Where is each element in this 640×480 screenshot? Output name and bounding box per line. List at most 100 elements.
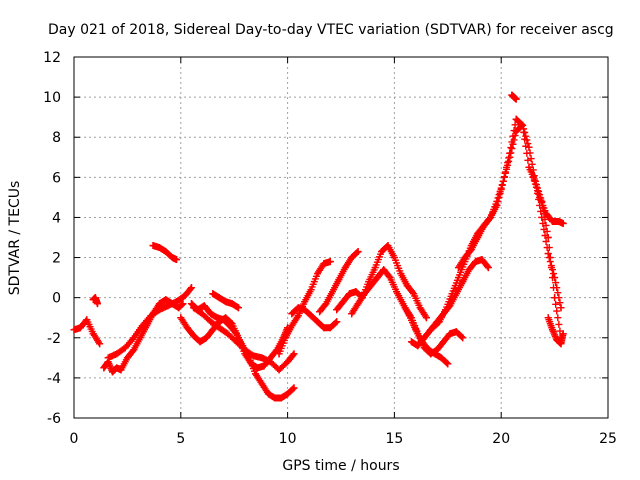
data-point [301,306,309,314]
data-point [147,312,155,320]
data-point [275,350,283,358]
data-series-arc-h [190,304,298,374]
data-point [354,300,362,308]
data-point [557,304,565,312]
data-point [525,143,533,151]
data-point [284,358,292,366]
data-point [410,290,418,298]
data-point [386,274,394,282]
data-series-arc-c [100,296,187,376]
data-series-arc-b [89,294,101,308]
data-point [130,334,138,342]
data-point [226,322,234,330]
data-point [440,338,448,346]
data-point [525,163,533,171]
data-point [548,326,556,334]
data-point [175,304,183,312]
data-point [228,300,236,308]
data-point [284,390,292,398]
y-axis-label: SDTVAR / TECUs [7,181,23,296]
data-point-markers [100,296,187,376]
data-point [209,290,217,298]
data-point [446,330,454,338]
data-point [241,346,249,354]
data-point [249,352,257,360]
data-point [320,324,328,332]
data-point [435,318,443,326]
y-tick-label: 12 [43,50,61,66]
data-series-arc-s [508,91,520,103]
data-point [294,312,302,320]
plot-frame [73,56,609,419]
data-point [213,314,221,322]
data-point [96,340,104,348]
y-tick-label: 8 [52,130,61,146]
data-series-arc-l [316,248,362,316]
data-point [168,254,176,262]
data-point [314,318,322,326]
data-point [474,234,482,241]
data-point [190,304,198,312]
data-point [416,304,424,312]
data-point [454,274,462,282]
data-point [429,324,437,332]
data-point [444,360,452,368]
data-point [403,282,411,290]
x-tick-label: 0 [70,431,79,447]
y-tick-label: 6 [52,170,61,186]
data-point [222,298,230,306]
data-point [267,358,275,366]
data-point [459,334,467,342]
data-point [162,296,170,304]
data-point [198,310,206,318]
data-point [301,298,309,306]
data-point [307,286,315,294]
data-point [288,310,296,318]
data-point [433,346,441,354]
data-series-arc-k [288,304,341,332]
data-point [76,324,84,332]
data-point [519,121,527,129]
grid-lines [74,57,608,418]
data-point [384,242,392,250]
y-tick-label: 10 [43,90,61,106]
data-point [264,390,272,398]
data-point [307,312,315,320]
data-point [290,350,298,358]
data-point [553,336,561,344]
data-point [136,334,144,342]
data-point [407,314,415,322]
data-point [333,318,341,326]
y-tick-label: 0 [52,291,61,307]
data-point [320,260,328,268]
data-point [328,288,336,296]
data-point [346,290,354,298]
data-point [487,213,495,221]
data-point [93,300,101,308]
data-point [544,314,552,322]
data-point [202,334,210,342]
data-point [187,300,195,308]
data-point [437,354,445,362]
data-point [200,302,208,310]
y-tick-label: -6 [47,411,61,427]
data-point [559,219,567,227]
data-point [155,300,163,308]
data-point [117,366,125,374]
data-point [551,294,559,302]
data-point [162,248,170,256]
data-point [271,394,279,402]
data-point [478,256,486,264]
data-point [220,316,228,324]
data-point [393,288,401,296]
data-series-arc-r [454,115,565,342]
data-point-markers [529,173,567,227]
data-point [367,282,375,290]
data-point [348,310,356,318]
data-point [397,270,405,278]
data-point [348,254,356,262]
data-point [70,326,78,334]
data-series-arc-o [401,304,467,358]
data-point [326,324,334,332]
